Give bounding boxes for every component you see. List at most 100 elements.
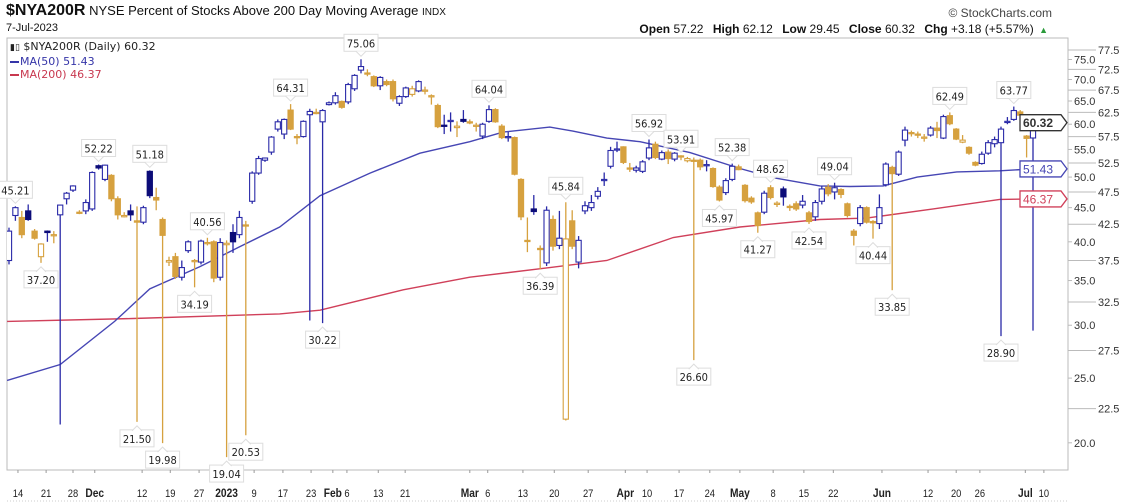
candle-body xyxy=(549,218,557,247)
candle-body xyxy=(933,127,941,132)
candle xyxy=(799,195,806,209)
legend-ma200: MA(200) 46.37 xyxy=(10,68,156,81)
candle xyxy=(633,165,640,173)
candle xyxy=(972,161,979,167)
candle xyxy=(690,157,697,361)
legend-ma50-label: MA(50) 51.43 xyxy=(20,55,95,68)
candle xyxy=(773,201,781,208)
candle-body xyxy=(364,72,371,75)
candle xyxy=(485,105,493,123)
candle xyxy=(953,128,960,141)
candle xyxy=(1004,117,1011,125)
annotation-label: 53.91 xyxy=(667,134,695,147)
candle-body xyxy=(1010,109,1017,120)
candle xyxy=(722,178,729,196)
candle xyxy=(325,101,333,106)
candle xyxy=(242,220,249,436)
annotation-pointer xyxy=(240,438,252,445)
annotation-label: 49.04 xyxy=(820,161,849,174)
low-label: Low xyxy=(782,22,807,36)
candle-body xyxy=(684,158,691,162)
candle-body xyxy=(773,202,781,205)
candle-body xyxy=(133,220,141,223)
candle-body xyxy=(895,151,902,175)
candle xyxy=(210,240,217,283)
annotation-label: 64.04 xyxy=(475,84,504,97)
candle-body xyxy=(345,83,352,103)
candle xyxy=(25,204,32,221)
candle-body xyxy=(729,165,736,180)
price-annotation: 64.31 xyxy=(273,78,309,102)
candle xyxy=(63,191,70,205)
candle-body xyxy=(268,136,275,153)
candle xyxy=(882,162,889,187)
candle-body xyxy=(101,164,109,180)
price-annotation: 40.56 xyxy=(189,212,225,236)
axis-value-tag-label: 60.32 xyxy=(1023,116,1053,130)
annotation-pointer xyxy=(157,446,168,453)
legend-price-label: $NYA200R (Daily) 60.32 xyxy=(23,40,156,53)
candle xyxy=(940,114,947,140)
candle xyxy=(479,122,486,140)
candle xyxy=(332,92,339,105)
open-value: 57.22 xyxy=(673,22,704,36)
candle-body xyxy=(569,220,576,247)
high-label: High xyxy=(712,22,740,36)
y-tick-label: 45.0 xyxy=(1074,203,1095,215)
candle-body xyxy=(985,142,992,154)
candle-body xyxy=(818,188,825,202)
candle-body xyxy=(409,88,416,95)
candle xyxy=(985,140,992,155)
x-tick-label: 6 xyxy=(344,488,349,500)
x-tick-label: 9 xyxy=(252,488,257,500)
y-tick-label: 62.5 xyxy=(1098,107,1119,119)
price-annotation: 63.77 xyxy=(996,81,1032,105)
annotation-pointer xyxy=(886,293,898,300)
candle-body xyxy=(837,188,845,195)
annotation-label: 26.60 xyxy=(680,372,708,385)
legend-ma200-label: MA(200) 46.37 xyxy=(20,68,102,81)
candle xyxy=(383,79,390,87)
x-tick-label: 10 xyxy=(1039,488,1050,500)
close-label: Close xyxy=(848,22,882,36)
candle-body xyxy=(850,230,857,236)
plot-group xyxy=(7,59,1037,458)
y-tick-label: 42.5 xyxy=(1098,219,1119,231)
candle-body xyxy=(172,256,179,277)
candle-body xyxy=(18,216,25,236)
candle-body xyxy=(690,159,697,162)
candle-body xyxy=(972,161,979,166)
candle-body xyxy=(665,151,672,160)
x-tick-label: Dec xyxy=(85,487,104,500)
copyright: © StockCharts.com xyxy=(948,6,1052,20)
candle-body xyxy=(741,184,749,202)
candle-body xyxy=(901,129,909,141)
candle-body xyxy=(882,163,889,186)
candle xyxy=(914,131,921,139)
ma50-swatch-icon xyxy=(10,61,19,63)
high-value: 62.12 xyxy=(742,22,773,36)
candle-body xyxy=(217,241,224,278)
candle-body xyxy=(50,234,57,237)
candle xyxy=(786,204,793,211)
candle xyxy=(1023,135,1030,158)
candle xyxy=(569,210,576,250)
x-tick-label: 27 xyxy=(194,488,205,500)
candle xyxy=(524,217,531,253)
candle xyxy=(306,108,313,321)
candle xyxy=(351,74,358,91)
annotation-label: 37.20 xyxy=(27,274,55,287)
y-tick-label: 70.0 xyxy=(1074,75,1095,87)
candle xyxy=(716,185,723,202)
candle xyxy=(921,134,928,142)
candle xyxy=(153,187,160,211)
annotation-pointer xyxy=(534,272,546,279)
candle xyxy=(549,215,557,251)
chart-legend: ▮▯ $NYA200R (Daily) 60.32 MA(50) 51.43 M… xyxy=(10,40,156,81)
candle xyxy=(735,164,742,171)
annotation-pointer xyxy=(688,363,700,370)
price-annotation: 41.27 xyxy=(740,236,776,259)
y-tick-label: 40.0 xyxy=(1074,237,1095,249)
x-tick-label: 20 xyxy=(951,488,962,500)
candle xyxy=(18,210,25,239)
